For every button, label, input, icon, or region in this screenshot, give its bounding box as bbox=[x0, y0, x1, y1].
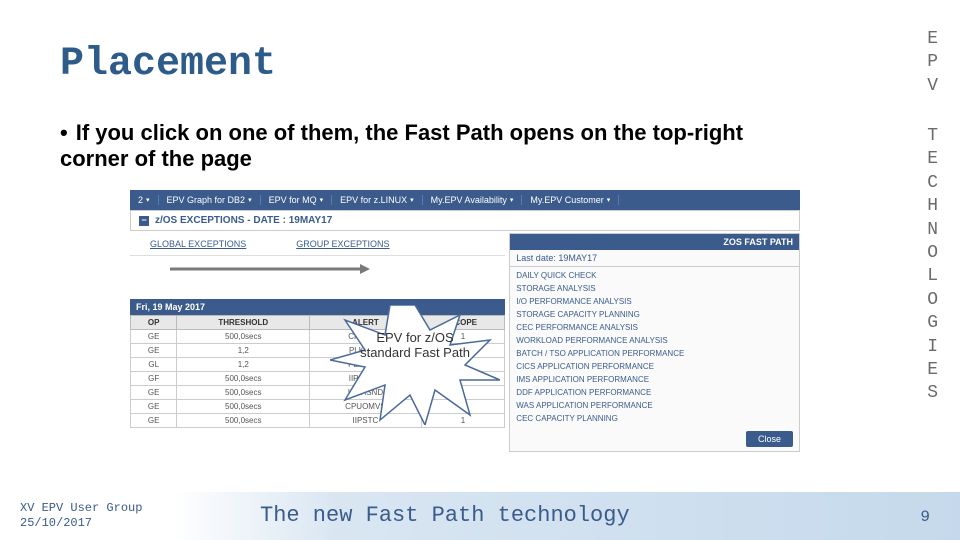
chevron-down-icon: ▾ bbox=[320, 196, 324, 204]
fastpath-item[interactable]: DDF APPLICATION PERFORMANCE bbox=[516, 386, 793, 399]
table-cell: GE bbox=[131, 414, 177, 428]
fastpath-item[interactable]: CICS APPLICATION PERFORMANCE bbox=[516, 360, 793, 373]
exceptions-header: − z/OS EXCEPTIONS - DATE : 19MAY17 bbox=[130, 210, 800, 231]
footer-bar: XV EPV User Group 25/10/2017 The new Fas… bbox=[0, 492, 960, 540]
exception-tabs: GLOBAL EXCEPTIONS GROUP EXCEPTIONS bbox=[130, 233, 505, 256]
table-cell: GE bbox=[131, 400, 177, 414]
fastpath-item[interactable]: CEC PERFORMANCE ANALYSIS bbox=[516, 321, 793, 334]
collapse-icon[interactable]: − bbox=[139, 216, 149, 226]
fastpath-header: ZOS FAST PATH bbox=[510, 234, 799, 250]
arrow-icon bbox=[170, 262, 370, 276]
side-label-epv: E P V bbox=[927, 28, 940, 98]
chevron-down-icon: ▾ bbox=[510, 196, 514, 204]
page-number: 9 bbox=[920, 508, 930, 526]
chevron-down-icon: ▾ bbox=[607, 196, 611, 204]
col-op: OP bbox=[131, 316, 177, 330]
fastpath-item[interactable]: WAS APPLICATION PERFORMANCE bbox=[516, 399, 793, 412]
side-label-technologies: T E C H N O L O G I E S bbox=[927, 125, 940, 406]
table-cell: GL bbox=[131, 358, 177, 372]
nav-item[interactable]: My.EPV Availability▾ bbox=[423, 195, 523, 205]
chevron-down-icon: ▾ bbox=[146, 196, 150, 204]
fastpath-item[interactable]: IMS APPLICATION PERFORMANCE bbox=[516, 373, 793, 386]
footer-left: XV EPV User Group 25/10/2017 bbox=[20, 501, 142, 532]
table-cell: 500,0secs bbox=[177, 400, 310, 414]
nav-item[interactable]: My.EPV Customer▾ bbox=[522, 195, 619, 205]
exceptions-title: z/OS EXCEPTIONS - DATE : 19MAY17 bbox=[155, 215, 332, 226]
callout-label: EPV for z/OS standard Fast Path bbox=[355, 330, 475, 360]
nav-item[interactable]: EPV for MQ▾ bbox=[261, 195, 333, 205]
chevron-down-icon: ▾ bbox=[248, 196, 252, 204]
table-cell: 500,0secs bbox=[177, 414, 310, 428]
fastpath-panel: ZOS FAST PATH Last date: 19MAY17 DAILY Q… bbox=[509, 233, 800, 452]
tab-global-exceptions[interactable]: GLOBAL EXCEPTIONS bbox=[150, 239, 246, 249]
starburst-shape bbox=[330, 305, 500, 425]
fastpath-item[interactable]: BATCH / TSO APPLICATION PERFORMANCE bbox=[516, 347, 793, 360]
table-cell: GE bbox=[131, 330, 177, 344]
chevron-down-icon: ▾ bbox=[410, 196, 414, 204]
nav-item[interactable]: EPV for z.LINUX▾ bbox=[332, 195, 423, 205]
fastpath-item[interactable]: I/O PERFORMANCE ANALYSIS bbox=[516, 295, 793, 308]
table-cell: GF bbox=[131, 372, 177, 386]
bullet-point: •If you click on one of them, the Fast P… bbox=[60, 120, 790, 172]
table-cell: GE bbox=[131, 344, 177, 358]
fastpath-item[interactable]: CEC CAPACITY PLANNING bbox=[516, 412, 793, 425]
nav-item[interactable]: 2▾ bbox=[130, 195, 159, 205]
fastpath-date: Last date: 19MAY17 bbox=[510, 250, 799, 267]
nav-item[interactable]: EPV Graph for DB2▾ bbox=[159, 195, 261, 205]
table-cell: 1,2 bbox=[177, 358, 310, 372]
bullet-text: If you click on one of them, the Fast Pa… bbox=[60, 120, 743, 171]
table-cell: 500,0secs bbox=[177, 372, 310, 386]
bullet-dot: • bbox=[60, 120, 68, 146]
footer-subtitle: The new Fast Path technology bbox=[260, 503, 630, 528]
nav-bar: 2▾ EPV Graph for DB2▾ EPV for MQ▾ EPV fo… bbox=[130, 190, 800, 210]
table-cell: 500,0secs bbox=[177, 386, 310, 400]
fastpath-item[interactable]: STORAGE CAPACITY PLANNING bbox=[516, 308, 793, 321]
table-cell: GE bbox=[131, 386, 177, 400]
close-button[interactable]: Close bbox=[746, 431, 793, 447]
table-cell: 500,0secs bbox=[177, 330, 310, 344]
table-cell: 1,2 bbox=[177, 344, 310, 358]
fastpath-item[interactable]: STORAGE ANALYSIS bbox=[516, 282, 793, 295]
tab-group-exceptions[interactable]: GROUP EXCEPTIONS bbox=[296, 239, 389, 249]
slide-title: Placement bbox=[60, 42, 276, 87]
col-threshold: THRESHOLD bbox=[177, 316, 310, 330]
fastpath-list: DAILY QUICK CHECKSTORAGE ANALYSISI/O PER… bbox=[510, 267, 799, 427]
fastpath-item[interactable]: DAILY QUICK CHECK bbox=[516, 269, 793, 282]
fastpath-item[interactable]: WORKLOAD PERFORMANCE ANALYSIS bbox=[516, 334, 793, 347]
